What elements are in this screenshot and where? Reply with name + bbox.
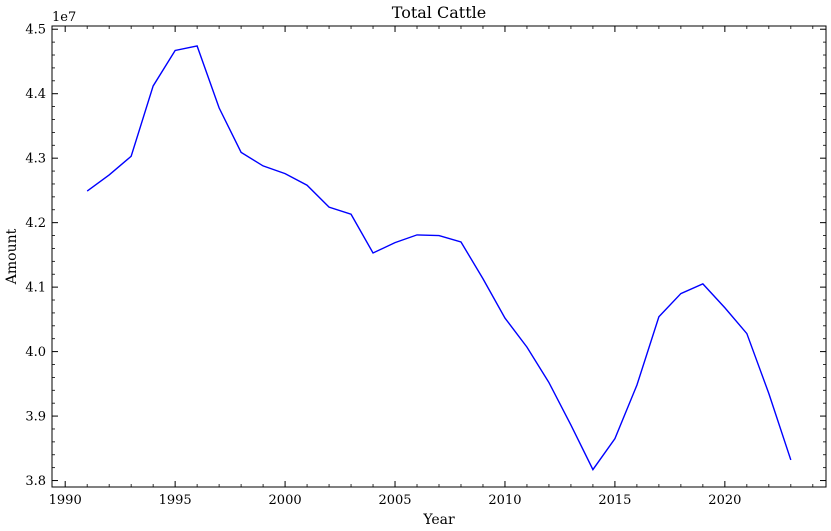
x-tick-label: 2010 bbox=[488, 493, 521, 508]
x-tick-label: 2020 bbox=[708, 493, 741, 508]
plot-frame bbox=[51, 25, 827, 488]
ticks-layer: 1990 1995 2000 2005 2010 2015 2020 3.8 3.9 4.0 4.1… bbox=[25, 23, 826, 508]
x-tick-label: 1995 bbox=[159, 493, 192, 508]
x-tick-label: 1990 bbox=[49, 493, 82, 508]
y-axis-label: Amount bbox=[4, 228, 20, 285]
y-tick-label: 4.0 bbox=[25, 345, 46, 360]
y-tick-label: 3.8 bbox=[25, 474, 46, 489]
y-tick-label: 4.2 bbox=[25, 216, 46, 231]
x-tick-label: 2005 bbox=[378, 493, 411, 508]
y-tick-label: 4.3 bbox=[25, 152, 46, 167]
y-tick-label: 4.5 bbox=[25, 23, 46, 38]
series-line-total-cattle bbox=[86, 45, 792, 471]
x-tick-label: 2000 bbox=[269, 493, 302, 508]
x-tick-label: 2015 bbox=[598, 493, 631, 508]
y-axis-offset-label: 1e7 bbox=[52, 10, 76, 25]
y-tick-label: 4.4 bbox=[25, 87, 46, 102]
x-axis-label: Year bbox=[422, 512, 455, 528]
chart-title: Total Cattle bbox=[392, 3, 486, 22]
y-tick-label: 4.1 bbox=[25, 281, 46, 296]
y-tick-label: 3.9 bbox=[25, 410, 46, 425]
